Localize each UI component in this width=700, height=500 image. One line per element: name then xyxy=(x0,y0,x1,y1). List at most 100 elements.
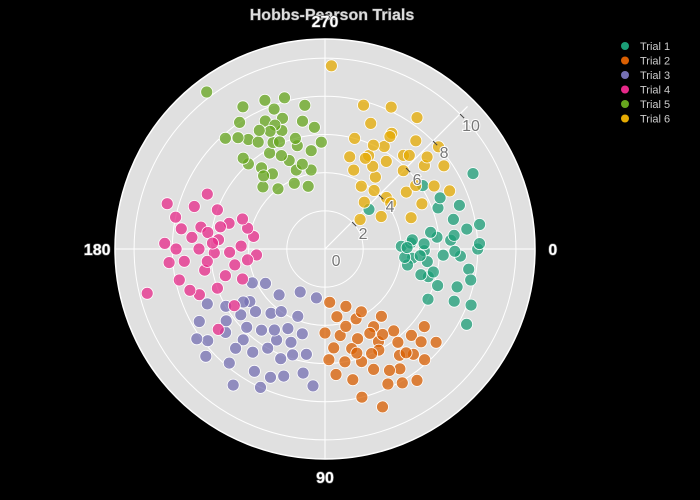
data-point xyxy=(200,187,214,201)
radial-tick-label: 0 xyxy=(332,253,341,270)
data-point xyxy=(286,348,300,362)
data-point xyxy=(291,309,305,323)
data-point xyxy=(236,333,250,347)
angular-tick-label: 270 xyxy=(312,14,339,31)
data-point xyxy=(367,362,381,376)
data-point xyxy=(367,184,381,197)
data-point xyxy=(222,356,236,370)
data-point xyxy=(236,100,250,114)
data-point xyxy=(346,373,360,387)
data-point xyxy=(226,378,240,392)
data-point xyxy=(354,305,368,319)
data-point xyxy=(298,98,312,112)
data-point xyxy=(233,116,247,129)
legend-item[interactable]: Trial 4 xyxy=(621,85,670,97)
legend-label: Trial 1 xyxy=(640,41,670,53)
data-point xyxy=(314,135,328,149)
data-point xyxy=(376,400,389,414)
series-trial-1 xyxy=(362,167,487,331)
data-point xyxy=(464,273,478,287)
angular-tick-labels: 0 90 180 270 xyxy=(83,14,558,488)
legend-item[interactable]: Trial 3 xyxy=(621,70,670,82)
data-point xyxy=(431,279,445,293)
legend-item[interactable]: Trial 6 xyxy=(621,114,670,126)
data-point xyxy=(452,198,466,212)
data-point xyxy=(231,131,245,145)
radial-tick-label: 10 xyxy=(462,118,480,135)
data-point xyxy=(199,349,213,363)
data-point xyxy=(211,322,225,336)
data-point xyxy=(306,379,320,393)
data-point xyxy=(206,236,219,250)
legend-marker xyxy=(621,100,629,108)
data-point xyxy=(339,299,353,313)
polar-grid xyxy=(114,38,536,460)
data-point xyxy=(295,327,309,341)
radial-tick xyxy=(459,113,465,119)
legend-item[interactable]: Trial 2 xyxy=(621,56,670,68)
data-point xyxy=(304,163,318,177)
data-point xyxy=(437,159,451,173)
data-point xyxy=(374,309,388,323)
angular-tick-label: 180 xyxy=(84,242,111,259)
data-point xyxy=(348,131,362,145)
angular-tick-label: 90 xyxy=(316,470,334,487)
series-trial-6 xyxy=(324,59,457,226)
data-point xyxy=(257,169,271,183)
data-point xyxy=(246,345,260,359)
legend-marker xyxy=(621,42,629,50)
data-point xyxy=(399,346,413,360)
data-point xyxy=(288,131,302,145)
data-point xyxy=(264,370,277,384)
data-point xyxy=(296,114,309,128)
data-point xyxy=(409,134,423,148)
legend[interactable]: Trial 1 Trial 2 Trial 3 Trial 4 Trial 5 Trial… xyxy=(621,41,670,126)
data-point xyxy=(219,314,233,328)
data-point xyxy=(162,256,176,270)
data-point xyxy=(200,254,214,268)
series-trial-4 xyxy=(140,187,263,336)
data-point xyxy=(404,328,418,342)
data-point xyxy=(274,352,288,366)
data-point xyxy=(410,111,424,124)
data-point xyxy=(281,322,295,336)
data-point xyxy=(414,335,428,349)
legend-item[interactable]: Trial 1 xyxy=(621,41,670,53)
legend-label: Trial 6 xyxy=(640,114,670,126)
data-point xyxy=(210,203,224,217)
data-point xyxy=(174,222,188,236)
data-point xyxy=(259,276,272,290)
data-point xyxy=(247,364,261,378)
legend-marker xyxy=(621,85,629,94)
data-point xyxy=(415,197,429,211)
radial-tick xyxy=(405,167,411,173)
data-point xyxy=(213,220,227,234)
data-point xyxy=(350,346,364,360)
data-point xyxy=(384,196,398,210)
data-point xyxy=(223,245,237,259)
legend-item[interactable]: Trial 5 xyxy=(621,99,670,111)
data-point xyxy=(284,335,298,349)
data-point xyxy=(420,150,434,164)
data-point xyxy=(436,248,450,262)
radial-tick xyxy=(378,194,384,200)
data-point xyxy=(287,176,301,190)
radial-tick-label: 4 xyxy=(386,199,395,216)
data-point xyxy=(424,225,438,239)
radial-axis-line xyxy=(324,106,468,250)
data-point xyxy=(391,335,405,349)
data-point xyxy=(446,212,460,226)
data-point xyxy=(339,319,353,333)
data-point xyxy=(387,324,401,338)
data-point xyxy=(240,320,254,334)
data-point xyxy=(443,184,457,198)
data-point xyxy=(368,170,382,184)
data-point xyxy=(374,210,388,223)
data-point xyxy=(426,265,440,279)
data-point xyxy=(460,317,474,331)
data-point xyxy=(218,131,232,145)
chart-title: Hobbs-Pearson Trials xyxy=(250,7,415,24)
data-point xyxy=(366,138,380,152)
data-point xyxy=(473,218,487,231)
